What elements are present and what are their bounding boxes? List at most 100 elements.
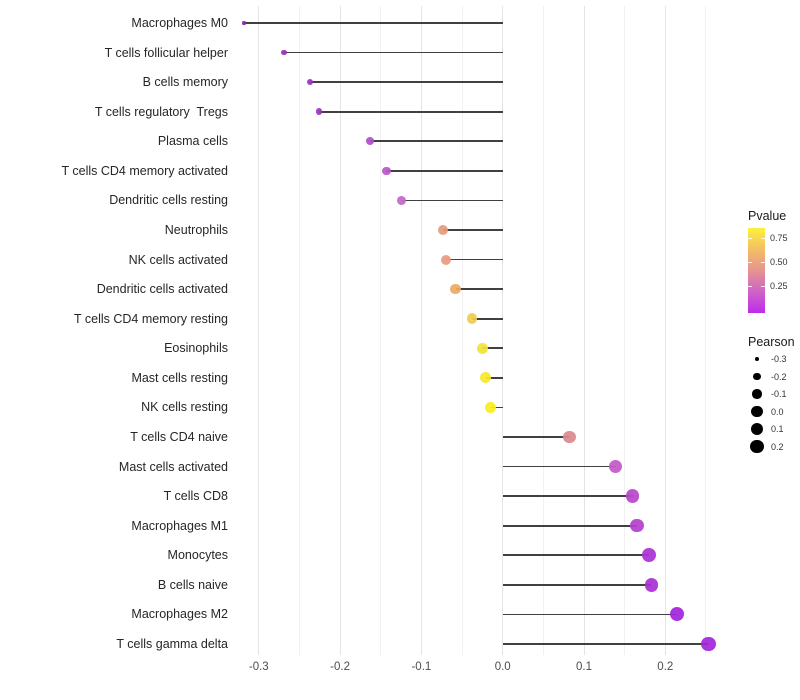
lollipop-stem xyxy=(502,613,677,616)
gridline-x-0.25 xyxy=(705,6,707,655)
row-label: T cells CD4 memory activated xyxy=(61,163,229,178)
lollipop-dot xyxy=(438,225,449,235)
row-label: T cells CD4 naive xyxy=(130,429,228,444)
pearson-legend-title: Pearson xyxy=(748,335,795,349)
row-label: Macrophages M2 xyxy=(131,607,228,622)
lollipop-stem xyxy=(244,22,503,24)
colorbar-tick-notch xyxy=(748,238,752,239)
x-axis-tick-label: -0.2 xyxy=(330,661,350,673)
gridline-x-0.2 xyxy=(664,6,666,655)
row-label: Macrophages M0 xyxy=(131,16,228,30)
lollipop-stem xyxy=(310,81,503,83)
lollipop-stem xyxy=(386,170,503,172)
gridline-x-0.1 xyxy=(583,6,585,655)
pearson-size-dot xyxy=(751,405,763,418)
row-label: Macrophages M1 xyxy=(131,518,228,533)
pearson-size-label: -0.1 xyxy=(771,389,787,399)
pvalue-tick-label: 0.25 xyxy=(770,281,788,291)
pearson-size-dot xyxy=(753,372,761,381)
pearson-size-label: 0.0 xyxy=(771,406,784,417)
lollipop-stem xyxy=(401,199,503,202)
x-axis-tick-label: 0.0 xyxy=(494,661,511,673)
x-axis-tick-label: -0.3 xyxy=(248,661,269,673)
lollipop-stem xyxy=(502,524,637,527)
pearson-size-label: 0.1 xyxy=(771,424,784,434)
lollipop-dot xyxy=(644,577,659,592)
colorbar-tick-notch xyxy=(748,286,752,287)
lollipop-dot xyxy=(450,284,461,295)
lollipop-stem xyxy=(471,317,503,320)
row-label: B cells naive xyxy=(157,577,228,592)
lollipop-stem xyxy=(485,377,503,379)
pvalue-tick-label: 0.50 xyxy=(770,257,788,267)
pearson-size-label: 0.2 xyxy=(771,441,784,452)
gridline-x--0.3 xyxy=(258,6,260,655)
row-label: T cells gamma delta xyxy=(116,636,228,651)
lollipop-stem xyxy=(370,140,503,143)
lollipop-dot xyxy=(477,342,488,354)
lollipop-dot xyxy=(281,49,287,56)
x-axis-tick-label: 0.2 xyxy=(657,661,674,673)
row-label: T cells CD8 xyxy=(163,489,228,504)
lollipop-dot xyxy=(563,430,576,444)
pearson-size-label: -0.2 xyxy=(771,371,787,382)
row-label: Monocytes xyxy=(167,548,228,563)
gridline-x-0 xyxy=(502,6,504,655)
lollipop-dot xyxy=(701,636,716,652)
lollipop-stem xyxy=(318,110,503,113)
lollipop-stem xyxy=(284,51,503,54)
lollipop-dot xyxy=(480,372,492,384)
lollipop-stem xyxy=(455,288,503,290)
row-label: NK cells activated xyxy=(128,252,228,267)
x-axis-tick-label: -0.1 xyxy=(411,661,432,673)
row-label: T cells CD4 memory resting xyxy=(74,311,228,326)
lollipop-dot xyxy=(397,195,407,205)
lollipop-dot xyxy=(626,489,640,503)
pvalue-tick-label: 0.75 xyxy=(770,233,788,243)
lollipop-dot xyxy=(609,459,623,474)
gridline-x-0.15 xyxy=(624,6,626,655)
gridline-x--0.2 xyxy=(339,6,341,655)
lollipop-stem xyxy=(502,643,709,645)
gridline-x-0.05 xyxy=(542,6,544,655)
lollipop-dot xyxy=(440,254,451,265)
gridline-x--0.15 xyxy=(380,6,382,655)
lollipop-dot xyxy=(642,548,656,563)
lollipop-dot xyxy=(315,108,323,115)
row-label: B cells memory xyxy=(142,75,228,90)
row-label: T cells follicular helper xyxy=(104,45,228,60)
lollipop-stem xyxy=(502,554,650,557)
colorbar-tick-notch xyxy=(761,286,765,287)
row-label: Mast cells resting xyxy=(131,370,228,385)
colorbar-tick-notch xyxy=(761,238,765,239)
lollipop-stem xyxy=(490,406,503,409)
pvalue-colorbar xyxy=(748,228,765,313)
row-label: Neutrophils xyxy=(164,222,228,237)
pearson-size-label: -0.3 xyxy=(771,354,787,364)
row-label: Plasma cells xyxy=(157,134,228,149)
lollipop-dot xyxy=(466,313,478,324)
pvalue-legend-title: Pvalue xyxy=(748,209,787,223)
row-label: Dendritic cells activated xyxy=(96,282,228,297)
lollipop-dot xyxy=(382,166,391,176)
gridline-x--0.25 xyxy=(298,6,300,655)
row-label: Eosinophils xyxy=(164,341,228,356)
lollipop-dot xyxy=(306,78,314,86)
lollipop-stem xyxy=(445,258,503,261)
row-label: Dendritic cells resting xyxy=(109,193,228,208)
lollipop-dot xyxy=(669,607,684,622)
lollipop-dot xyxy=(242,21,246,25)
pearson-size-dot xyxy=(752,389,762,399)
row-label: NK cells resting xyxy=(141,400,228,415)
colorbar-tick-notch xyxy=(748,262,752,263)
row-label: Mast cells activated xyxy=(118,459,228,474)
gridline-x--0.1 xyxy=(420,6,422,655)
lollipop-dot xyxy=(630,518,644,533)
pearson-size-dot xyxy=(750,439,764,454)
lollipop-dot xyxy=(366,137,375,146)
lollipop-dot xyxy=(485,401,496,413)
pearson-size-dot xyxy=(750,422,764,436)
lollipop-stem xyxy=(502,495,633,497)
gridline-x--0.05 xyxy=(461,6,463,655)
